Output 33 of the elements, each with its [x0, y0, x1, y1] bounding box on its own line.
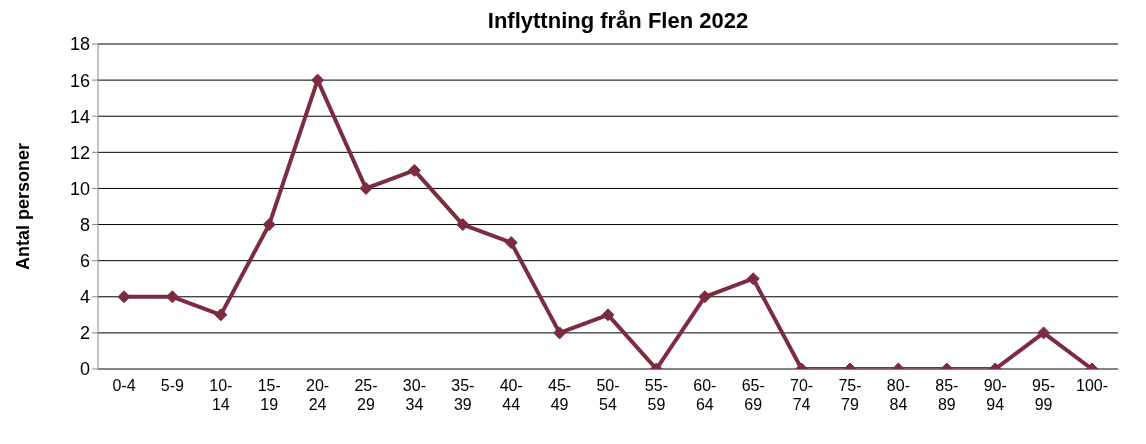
y-tick-label: 0 [79, 359, 90, 380]
x-tick-label: 60-64 [693, 377, 717, 413]
x-tick-label: 45-49 [548, 377, 572, 413]
x-tick-label: 70-74 [790, 377, 814, 413]
x-tick-label: 15-19 [257, 377, 281, 413]
y-tick-label: 8 [79, 214, 90, 235]
y-tick-label: 4 [79, 287, 90, 308]
x-tick-label: 40-44 [499, 377, 523, 413]
x-tick-label: 90-94 [983, 377, 1007, 413]
x-tick-label: 30-34 [402, 377, 426, 413]
x-tick-label: 25-29 [354, 377, 378, 413]
y-tick-label: 6 [79, 251, 90, 272]
y-tick-label: 12 [69, 142, 90, 163]
y-tick-label: 18 [69, 34, 90, 55]
x-tick-label: 35-39 [451, 377, 475, 413]
x-tick-label: 55-59 [644, 377, 668, 413]
x-tick-label: 50-54 [596, 377, 620, 413]
y-tick-label: 2 [79, 323, 90, 344]
x-tick-label: 80-84 [886, 377, 910, 413]
x-tick-label: 85-89 [935, 377, 959, 413]
y-tick-label: 10 [69, 178, 90, 199]
x-tick-label: 5-9 [160, 377, 185, 394]
y-axis-title: Antal personer [13, 142, 34, 271]
y-tick-label: 14 [69, 106, 90, 127]
x-tick-label: 75-79 [838, 377, 862, 413]
x-tick-label: 100- [1075, 377, 1109, 394]
x-tick-label: 65-69 [741, 377, 765, 413]
x-tick-label: 20-24 [306, 377, 330, 413]
x-tick-label: 95-99 [1032, 377, 1056, 413]
y-tick-label: 16 [69, 70, 90, 91]
x-tick-label: 10-14 [209, 377, 233, 413]
x-tick-label: 0-4 [112, 377, 136, 394]
chart-title: Inflyttning från Flen 2022 [486, 8, 750, 34]
